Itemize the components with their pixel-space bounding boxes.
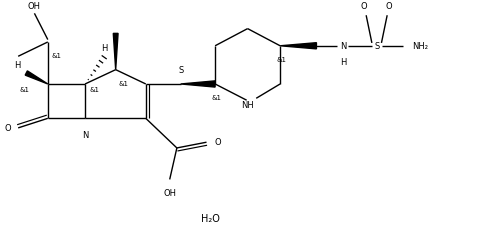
Text: S: S [374,42,379,51]
Text: &1: &1 [52,53,62,59]
Text: NH: NH [241,101,254,110]
Text: NH₂: NH₂ [412,42,428,51]
Text: O: O [4,124,11,133]
Polygon shape [25,72,48,85]
Text: OH: OH [28,2,41,11]
Text: &1: &1 [20,86,30,92]
Text: H: H [101,43,108,52]
Text: O: O [361,2,368,11]
Text: O: O [214,137,221,146]
Text: O: O [386,2,392,11]
Text: H₂O: H₂O [201,213,220,223]
Text: N: N [82,130,88,139]
Polygon shape [113,34,118,70]
Text: &1: &1 [90,86,100,92]
Text: N: N [340,42,347,51]
Polygon shape [181,82,215,88]
Text: H: H [14,61,21,70]
Text: H: H [340,58,347,67]
Polygon shape [280,44,316,50]
Text: &1: &1 [118,81,128,87]
Text: &1: &1 [211,95,221,101]
Text: S: S [178,66,183,75]
Text: &1: &1 [276,57,286,63]
Text: OH: OH [163,188,176,197]
